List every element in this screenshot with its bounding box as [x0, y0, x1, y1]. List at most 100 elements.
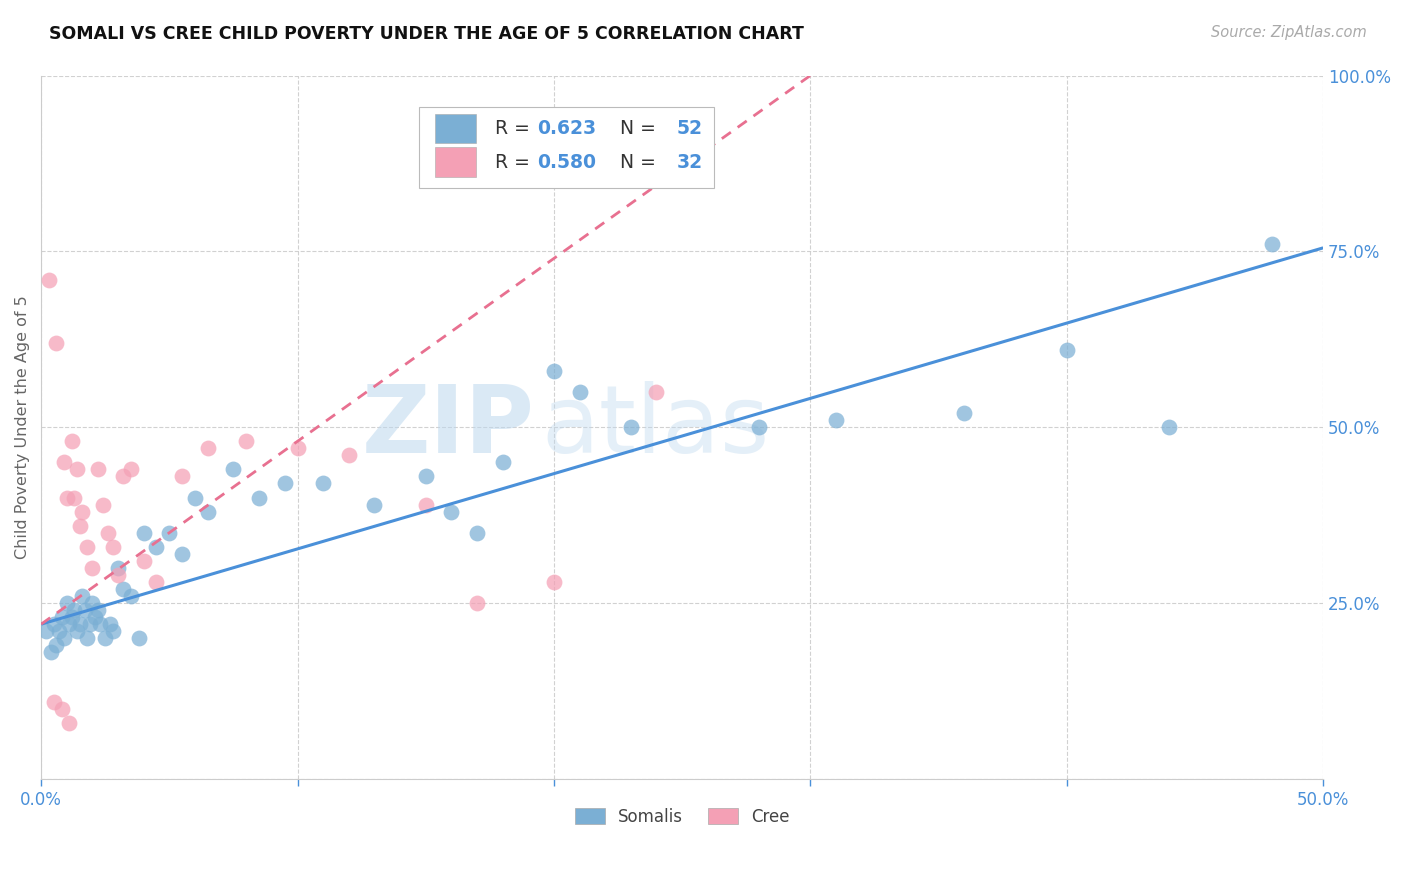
Point — [128, 632, 150, 646]
Point — [363, 498, 385, 512]
Point — [51, 610, 73, 624]
Point — [60, 434, 83, 449]
Point — [112, 469, 135, 483]
Point — [465, 596, 488, 610]
Point — [69, 617, 91, 632]
Point — [172, 469, 194, 483]
Point — [645, 385, 668, 400]
Point — [58, 617, 80, 632]
Point — [79, 617, 101, 632]
Point — [440, 505, 463, 519]
Point — [53, 632, 76, 646]
Point — [66, 624, 89, 639]
Point — [145, 574, 167, 589]
Point — [45, 638, 67, 652]
FancyBboxPatch shape — [434, 113, 475, 143]
Point — [53, 455, 76, 469]
Y-axis label: Child Poverty Under the Age of 5: Child Poverty Under the Age of 5 — [15, 295, 30, 559]
Text: N =: N = — [607, 119, 662, 137]
Point — [197, 442, 219, 456]
Point — [120, 462, 142, 476]
Point — [312, 476, 335, 491]
Text: R =: R = — [495, 153, 536, 171]
Point — [620, 420, 643, 434]
Point — [953, 406, 976, 420]
Point — [415, 498, 437, 512]
Point — [63, 491, 86, 505]
Point — [97, 525, 120, 540]
Text: Source: ZipAtlas.com: Source: ZipAtlas.com — [1211, 25, 1367, 40]
Point — [82, 561, 104, 575]
Point — [543, 574, 565, 589]
Point — [60, 610, 83, 624]
Point — [76, 632, 98, 646]
FancyBboxPatch shape — [419, 107, 714, 188]
Point — [748, 420, 770, 434]
Point — [491, 455, 513, 469]
Point — [66, 462, 89, 476]
Point — [38, 272, 60, 286]
Point — [69, 518, 91, 533]
Point — [76, 540, 98, 554]
Text: atlas: atlas — [541, 381, 769, 474]
Point — [543, 364, 565, 378]
Point — [132, 525, 155, 540]
Point — [84, 610, 107, 624]
Point — [89, 617, 111, 632]
Point — [568, 385, 591, 400]
Point — [91, 498, 114, 512]
Point — [94, 632, 117, 646]
Point — [70, 589, 93, 603]
Point — [73, 603, 96, 617]
Text: 0.580: 0.580 — [537, 153, 596, 171]
Text: 0.623: 0.623 — [537, 119, 596, 137]
Point — [86, 462, 108, 476]
Text: R =: R = — [495, 119, 536, 137]
Point — [235, 434, 257, 449]
Point — [35, 624, 58, 639]
Point — [55, 491, 77, 505]
Point — [51, 701, 73, 715]
Point — [86, 603, 108, 617]
Point — [82, 596, 104, 610]
Point — [70, 505, 93, 519]
Point — [42, 694, 65, 708]
Point — [273, 476, 295, 491]
Point — [55, 596, 77, 610]
Point — [101, 624, 124, 639]
Point — [157, 525, 180, 540]
Point — [98, 617, 121, 632]
Point — [107, 568, 129, 582]
Point — [337, 448, 360, 462]
Point — [197, 505, 219, 519]
Text: SOMALI VS CREE CHILD POVERTY UNDER THE AGE OF 5 CORRELATION CHART: SOMALI VS CREE CHILD POVERTY UNDER THE A… — [49, 25, 804, 43]
Point — [415, 469, 437, 483]
Point — [42, 617, 65, 632]
FancyBboxPatch shape — [434, 147, 475, 177]
Point — [58, 715, 80, 730]
Point — [107, 561, 129, 575]
Text: 32: 32 — [678, 153, 703, 171]
Point — [465, 525, 488, 540]
Point — [1159, 420, 1181, 434]
Point — [287, 442, 309, 456]
Point — [63, 603, 86, 617]
Text: ZIP: ZIP — [361, 381, 534, 474]
Legend: Somalis, Cree: Somalis, Cree — [567, 799, 799, 834]
Point — [45, 335, 67, 350]
Point — [101, 540, 124, 554]
Point — [184, 491, 207, 505]
Point — [48, 624, 70, 639]
Point — [1056, 343, 1078, 357]
Point — [120, 589, 142, 603]
Point — [222, 462, 245, 476]
Point — [145, 540, 167, 554]
Point — [132, 554, 155, 568]
Point — [1261, 237, 1284, 252]
Point — [112, 582, 135, 596]
Text: N =: N = — [607, 153, 662, 171]
Point — [41, 645, 63, 659]
Point — [172, 547, 194, 561]
Text: 52: 52 — [678, 119, 703, 137]
Point — [247, 491, 270, 505]
